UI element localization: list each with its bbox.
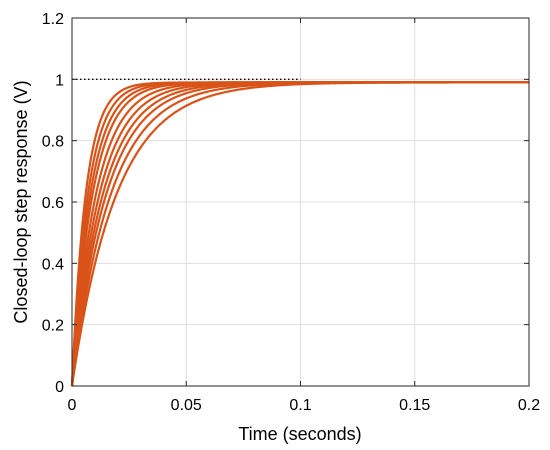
y-tick-labels: 0 0.2 0.4 0.6 0.8 1 1.2 <box>42 11 64 396</box>
series-group <box>70 81 529 387</box>
tick-marks <box>71 17 530 387</box>
y-tick-label: 0.4 <box>42 256 64 273</box>
step-response-line-10 <box>70 81 529 387</box>
x-tick-label: 0.05 <box>171 397 202 414</box>
x-tick-label: 0.1 <box>289 397 311 414</box>
y-tick-label: 1 <box>55 72 64 89</box>
y-tick-label: 0.6 <box>42 195 64 212</box>
y-axis-label: Closed-loop step response (V) <box>11 80 31 323</box>
x-axis-label: Time (seconds) <box>238 424 361 444</box>
y-tick-label: 1.2 <box>42 11 64 28</box>
x-tick-labels: 0 0.05 0.1 0.15 0.2 <box>68 397 541 414</box>
x-tick-label: 0.15 <box>399 397 430 414</box>
y-tick-label: 0.8 <box>42 134 64 151</box>
y-tick-label: 0 <box>55 379 64 396</box>
x-tick-label: 0.2 <box>518 397 540 414</box>
y-tick-label: 0.2 <box>42 318 64 335</box>
x-tick-label: 0 <box>68 397 77 414</box>
